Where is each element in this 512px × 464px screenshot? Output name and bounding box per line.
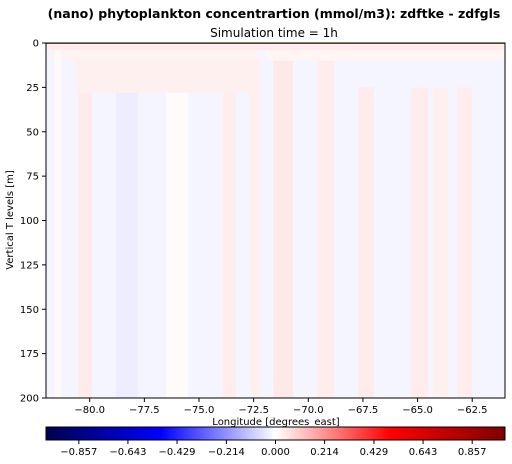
- heatmap-cell: [432, 87, 449, 398]
- colorbar-tick-label: −0.643: [109, 447, 146, 458]
- heatmap-cell: [358, 87, 374, 398]
- colorbar-gradient: [45, 426, 506, 441]
- colorbar-tick-label: 0.643: [409, 447, 438, 458]
- y-tick-label: 200: [20, 394, 39, 405]
- x-tick-label: −77.5: [129, 405, 160, 416]
- chart-title: (nano) phytoplankton concentrartion (mmo…: [48, 6, 501, 21]
- heatmap-cell: [50, 50, 261, 61]
- x-tick-label: −75.0: [184, 405, 215, 416]
- chart-subtitle: Simulation time = 1h: [210, 26, 338, 40]
- y-tick-label: 50: [26, 127, 39, 138]
- y-tick-label: 125: [20, 260, 39, 271]
- colorbar-tick-label: 0.429: [360, 447, 389, 458]
- heatmap-cell: [266, 50, 505, 61]
- colorbar-tick-label: 0.857: [458, 447, 487, 458]
- heatmap-cell: [166, 92, 189, 398]
- heatmap-cell: [223, 92, 237, 398]
- colorbar: −0.857 −0.643 −0.429 −0.214 0.000 0.214 0.429 0…: [45, 426, 506, 458]
- colorbar-tick-label: −0.429: [159, 447, 196, 458]
- y-tick-label: 25: [26, 83, 39, 94]
- y-axis: 0 25 50 75 100 125 150 175 200: [20, 39, 46, 405]
- y-tick-label: 175: [20, 349, 39, 360]
- colorbar-tick-label: −0.857: [60, 447, 97, 458]
- heatmap-cell: [54, 50, 62, 398]
- y-tick-label: 100: [20, 216, 39, 227]
- heatmap-cell: [411, 87, 429, 398]
- x-tick-label: −72.5: [238, 405, 269, 416]
- colorbar-tick-label: 0.000: [261, 447, 290, 458]
- x-tick-label: −62.5: [457, 405, 488, 416]
- x-tick-label: −65.0: [402, 405, 433, 416]
- heatmap-cell: [456, 87, 473, 398]
- heatmap-cell: [78, 92, 92, 398]
- y-tick-label: 0: [33, 39, 39, 50]
- x-axis: −80.0 −77.5 −75.0 −72.5 −70.0 −67.5 −65.0 −62.5: [74, 398, 488, 416]
- x-tick-label: −67.5: [348, 405, 379, 416]
- y-tick-label: 150: [20, 305, 39, 316]
- x-axis-label: Longitude [degrees_east]: [212, 417, 339, 428]
- colorbar-tick-label: −0.214: [208, 447, 245, 458]
- heatmap-cell: [273, 60, 293, 398]
- heatmap-cell: [46, 44, 505, 51]
- heatmap-cell: [317, 60, 335, 398]
- y-axis-label: Vertical T levels [m]: [5, 170, 16, 270]
- x-tick-label: −80.0: [74, 405, 105, 416]
- plot-area: [45, 42, 506, 399]
- heatmap-cell: [115, 92, 138, 398]
- y-tick-label: 75: [26, 172, 39, 183]
- x-tick-label: −70.0: [293, 405, 324, 416]
- heatmap-cell: [249, 60, 261, 398]
- colorbar-tick-label: 0.214: [310, 447, 339, 458]
- heatmap-cell: [76, 60, 261, 93]
